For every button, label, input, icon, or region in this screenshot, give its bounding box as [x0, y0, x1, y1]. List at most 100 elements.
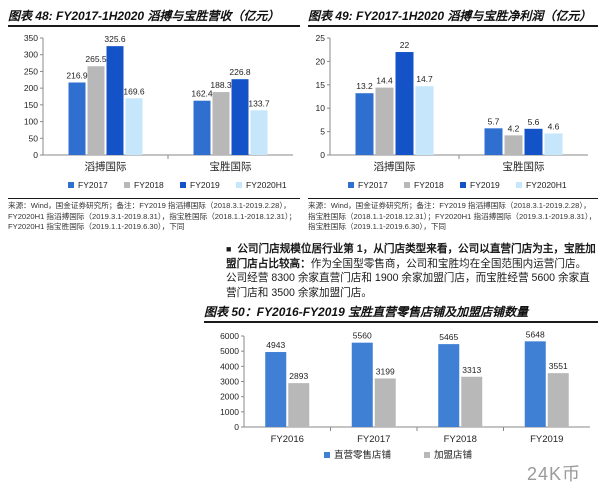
x-tick-label: FY2019: [530, 434, 563, 445]
fig50-title-rule: [204, 321, 598, 323]
fig50-chart: 0 1000 2000 3000 4000 5000 6000 4943 2893 FY2016 5…: [220, 329, 590, 461]
y-tick-label: 1000: [220, 407, 239, 417]
top-cutoff-text: ……………………………………………………………………………………: [0, 0, 600, 4]
bar: [395, 52, 414, 155]
data-label: 226.8: [229, 67, 251, 77]
data-label: 5.6: [528, 117, 540, 127]
y-tick-label: 100: [24, 117, 38, 127]
y-tick-label: 0: [33, 150, 38, 160]
legend-label: FY2020H1: [526, 180, 567, 190]
data-label: 4943: [266, 340, 285, 350]
data-label: 5465: [439, 332, 458, 342]
y-tick-label: 10: [316, 103, 326, 113]
bar: [351, 342, 373, 427]
legend-label: FY2019: [190, 180, 220, 190]
legend-swatch: [124, 182, 130, 188]
legend-label: FY2020H1: [246, 180, 287, 190]
bar: [438, 344, 460, 427]
bar: [68, 82, 86, 155]
fig48-title: 图表 48: FY2017-1H2020 滔搏与宝胜营收（亿元）: [8, 9, 280, 23]
legend-label: 加盟店铺: [434, 449, 472, 461]
fig48-chart: 0 50 100 150 200 250 300 350 216.9 265.5 325.6 169.…: [24, 33, 293, 190]
bar: [288, 383, 310, 427]
bar: [547, 373, 569, 427]
bar: [524, 341, 546, 427]
legend-swatch: [324, 452, 330, 458]
data-label: 169.6: [123, 86, 145, 96]
data-label: 3199: [376, 366, 395, 376]
data-label: 5560: [353, 331, 372, 341]
data-label: 162.4: [191, 89, 213, 99]
y-tick-label: 3000: [220, 377, 239, 387]
paragraph-text: 作为全国型零售商，公司和宝胜均在全国范围内运营门店。公司经营 8300 余家直营…: [226, 257, 590, 299]
y-tick-label: 25: [316, 33, 326, 43]
bar: [87, 66, 105, 155]
y-tick-label: 0: [320, 150, 325, 160]
y-tick-label: 50: [29, 133, 39, 143]
legend-swatch: [424, 452, 430, 458]
x-tick-label: 宝胜国际: [210, 160, 252, 173]
x-tick-label: 滔搏国际: [374, 160, 416, 173]
bar: [524, 128, 543, 155]
y-tick-label: 0: [234, 422, 239, 432]
fig48-source: 来源：Wind，国金证券研究所；备注：FY2019 指滔搏国际（2018.3.1…: [8, 201, 297, 231]
data-label: 325.6: [104, 34, 126, 44]
data-label: 216.9: [66, 70, 88, 80]
data-label: 14.4: [376, 76, 393, 86]
data-label: 2893: [289, 371, 308, 381]
fig49-source: 来源：Wind，国金证券研究所；备注：FY2019 指滔搏国际（2018.3.1…: [308, 201, 597, 231]
bar: [125, 98, 143, 155]
legend-swatch: [460, 182, 466, 188]
data-label: 265.5: [85, 54, 107, 64]
data-label: 3551: [549, 361, 568, 371]
y-tick-label: 5000: [220, 346, 239, 356]
legend-label: FY2018: [134, 180, 164, 190]
bar: [504, 135, 523, 155]
bar: [544, 133, 563, 155]
bar: [415, 86, 434, 155]
data-label: 4.6: [548, 121, 560, 131]
bar: [265, 352, 287, 427]
legend-label: FY2019: [470, 180, 500, 190]
bar: [484, 128, 503, 155]
data-label: 22: [400, 40, 410, 50]
paragraph-lead: 公司门店规模位居行业第 1，从门店类型来看，公司以直营门店为主，宝胜加盟门店占比…: [226, 243, 596, 270]
y-tick-label: 4000: [220, 361, 239, 371]
x-tick-label: 滔搏国际: [85, 160, 127, 173]
legend-swatch: [68, 182, 74, 188]
data-label: 188.3: [210, 80, 232, 90]
watermark-logo: 24K币: [527, 464, 582, 484]
legend-swatch: [516, 182, 522, 188]
bar: [231, 79, 249, 155]
bar: [193, 100, 211, 155]
legend-label: FY2017: [358, 180, 388, 190]
y-tick-label: 350: [24, 33, 38, 43]
y-tick-label: 200: [24, 83, 38, 93]
data-label: 4.2: [508, 123, 520, 133]
y-tick-label: 150: [24, 100, 38, 110]
bar: [212, 92, 230, 155]
analysis-paragraph: ■ 公司门店规模位居行业第 1，从门店类型来看，公司以直营门店为主，宝胜加盟门店…: [226, 242, 596, 300]
bar: [375, 87, 394, 155]
bar: [250, 110, 268, 155]
legend-label: 直营零售店铺: [334, 449, 391, 461]
legend-label: FY2018: [414, 180, 444, 190]
bar: [461, 376, 483, 427]
bullet-marker: ■: [226, 244, 232, 254]
y-tick-label: 2000: [220, 392, 239, 402]
legend-swatch: [236, 182, 242, 188]
y-tick-label: 250: [24, 66, 38, 76]
y-tick-label: 5: [320, 127, 325, 137]
data-label: 133.7: [248, 98, 270, 108]
data-label: 13.2: [356, 81, 373, 91]
x-tick-label: 宝胜国际: [503, 160, 545, 173]
legend-swatch: [180, 182, 186, 188]
legend-swatch: [348, 182, 354, 188]
y-tick-label: 15: [316, 80, 326, 90]
y-tick-label: 6000: [220, 331, 239, 341]
fig49-bottom-rule: [308, 198, 598, 199]
fig49-chart: 0 5 10 15 20 25 13.214.4 22 14.7 滔搏国际 5.7 4.2 5.6 4.6…: [316, 33, 588, 190]
y-tick-label: 20: [316, 56, 326, 66]
y-tick-label: 300: [24, 50, 38, 60]
x-tick-label: FY2016: [271, 434, 304, 445]
